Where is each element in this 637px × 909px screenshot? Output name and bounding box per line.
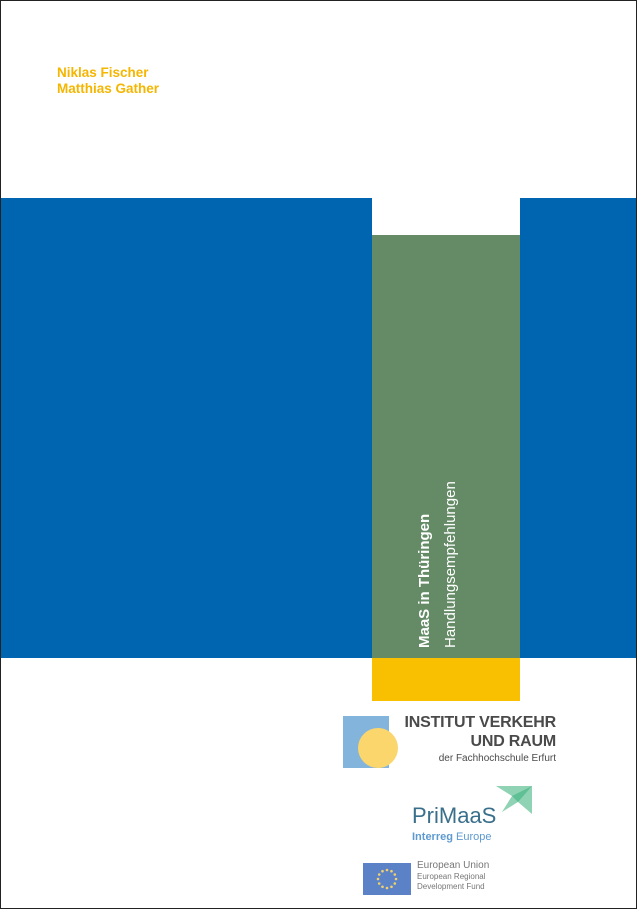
institute-name-line1: INSTITUT VERKEHR [404, 714, 557, 731]
primaas-arrow-icon [496, 786, 532, 814]
interreg-label: Interreg Europe [412, 830, 492, 844]
accent-bar [372, 658, 520, 701]
interreg-label-rest: Europe [452, 831, 492, 843]
eu-label: European Union [417, 860, 490, 871]
eu-flag-icon [363, 863, 411, 895]
author-list: Niklas Fischer Matthias Gather [57, 65, 159, 97]
institute-logo-sun [358, 728, 398, 768]
document-subtitle: Handlungsempfehlungen [442, 481, 459, 648]
title-panel [372, 235, 520, 658]
eu-fund-line2: Development Fund [417, 882, 485, 891]
eu-logo-text: European Union European Regional Develop… [417, 860, 489, 892]
institute-name-line2: UND RAUM [470, 733, 556, 750]
author-name: Matthias Gather [57, 81, 160, 96]
institute-affiliation: der Fachhochschule Erfurt [438, 753, 556, 764]
primaas-logo-name: PriMaaS [412, 803, 497, 828]
rotated-title-block: MaaS in Thüringen Handlungsempfehlungen [415, 481, 461, 648]
interreg-label-bold: Interreg [412, 831, 453, 843]
eu-fund-line1: European Regional [417, 872, 486, 881]
blue-band-left [1, 198, 372, 658]
document-title: MaaS in Thüringen [416, 513, 433, 648]
blue-band-right [520, 198, 636, 658]
institute-logo-text: INSTITUT VERKEHR UND RAUM der Fachhochsc… [404, 713, 557, 766]
author-name: Niklas Fischer [57, 65, 149, 80]
